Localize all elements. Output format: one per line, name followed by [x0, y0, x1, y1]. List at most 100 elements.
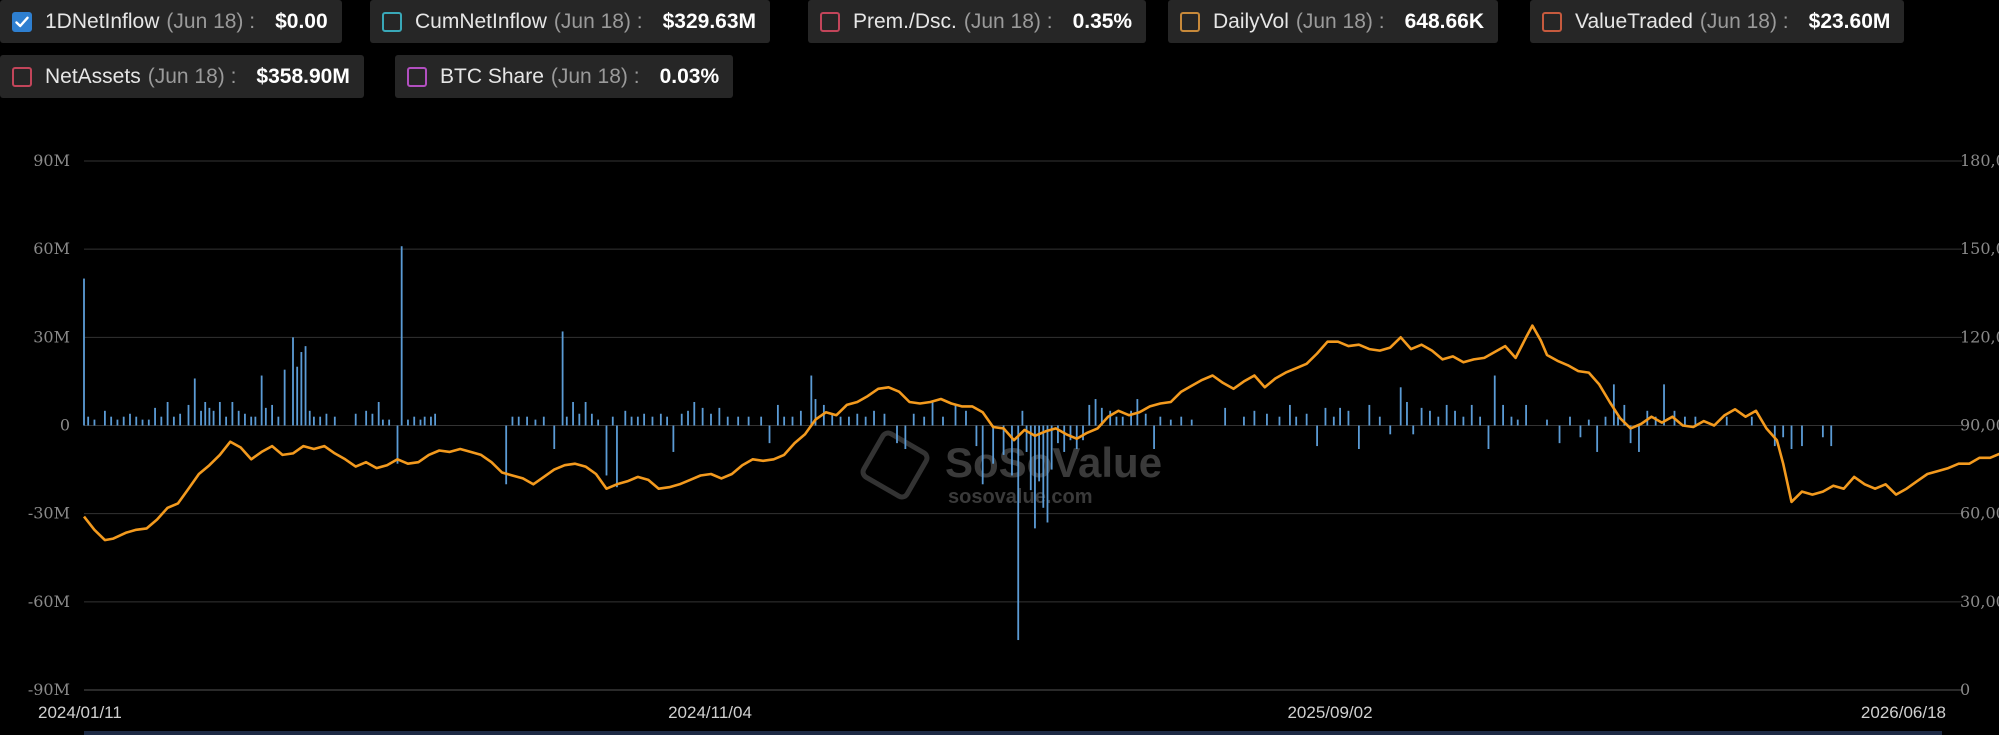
left-axis-tick: 90M: [33, 151, 70, 170]
indicator-checkbox[interactable]: [1542, 11, 1562, 32]
inflow-bar: [381, 419, 384, 426]
inflow-bar: [154, 407, 156, 426]
inflow-bar: [883, 413, 886, 426]
indicator-btc-share[interactable]: BTC Share (Jun 18) : 0.03%: [395, 55, 734, 98]
inflow-bar: [1617, 416, 1619, 426]
watermark-logo-icon: [860, 430, 930, 500]
inflow-bar: [505, 425, 508, 485]
right-axis-tick: 120,000: [1960, 327, 1999, 346]
inflow-bar: [400, 246, 403, 426]
inflow-bar: [737, 416, 740, 426]
inflow-bar: [371, 413, 374, 426]
indicator-date: (Jun 18) :: [550, 64, 640, 88]
indicator-date: (Jun 18) :: [147, 64, 237, 88]
right-axis-tick: 0: [1960, 680, 1970, 699]
inflow-bar: [354, 413, 357, 426]
indicator-value: $358.90M: [256, 64, 350, 88]
inflow-bar: [578, 413, 581, 426]
inflow-bar: [710, 413, 712, 426]
indicator-checkbox[interactable]: [382, 11, 402, 32]
inflow-bar: [760, 416, 763, 426]
inflow-bar: [605, 425, 608, 476]
inflow-bar: [768, 425, 771, 444]
inflow-bar: [783, 416, 786, 426]
right-axis-tick: 30,000: [1960, 592, 1999, 611]
inflow-bar: [1144, 413, 1147, 426]
inflow-bar: [1612, 384, 1615, 426]
inflow-bar: [260, 375, 263, 426]
inflow-bar: [672, 425, 675, 452]
watermark-site: sosovalue.com: [948, 486, 1093, 508]
indicator-prem-dsc-[interactable]: Prem./Dsc. (Jun 18) : 0.35%: [808, 0, 1147, 43]
inflow-bar: [1830, 425, 1833, 447]
inflow-bar: [954, 404, 957, 426]
inflow-bar: [1278, 416, 1281, 426]
indicator-checkbox[interactable]: [820, 11, 840, 32]
inflow-bar: [1224, 407, 1227, 426]
inflow-bar: [975, 425, 978, 447]
inflow-bar: [1420, 407, 1423, 426]
inflow-bar: [1445, 404, 1448, 426]
inflow-bar: [1604, 416, 1607, 426]
inflow-bar: [160, 416, 163, 426]
indicator-label: Prem./Dsc.: [853, 9, 957, 33]
inflow-bar: [103, 410, 106, 426]
inflow-bar: [1429, 410, 1431, 426]
inflow-bar: [1159, 416, 1162, 426]
inflow-bar: [1493, 375, 1496, 426]
inflow-bar: [296, 366, 299, 426]
indicator-netassets[interactable]: NetAssets (Jun 18) : $358.90M: [0, 55, 364, 98]
inflow-bar: [942, 416, 944, 426]
inflow-bar: [810, 375, 813, 426]
right-axis-tick: 90,000: [1960, 416, 1999, 435]
inflow-bar: [1169, 419, 1172, 426]
inflow-bar: [923, 416, 926, 426]
indicator-checkbox[interactable]: [1180, 11, 1200, 32]
inflow-bar: [419, 419, 422, 426]
indicator-dailyvol[interactable]: DailyVol (Jun 18) : 648.66K: [1168, 0, 1498, 43]
inflow-bar: [333, 416, 336, 426]
indicator-value: 0.03%: [659, 64, 720, 88]
inflow-bar: [799, 410, 802, 426]
indicator-cumnetinflow[interactable]: CumNetInflow (Jun 18) : $329.63M: [370, 0, 771, 43]
indicator-checkbox[interactable]: [12, 11, 32, 32]
inflow-bar: [1502, 404, 1505, 426]
inflow-bar: [1295, 416, 1298, 426]
inflow-bar: [244, 413, 246, 426]
inflow-bar: [264, 407, 267, 426]
inflow-bar: [300, 352, 303, 426]
inflow-bar: [208, 407, 211, 426]
inflow-bar: [1378, 416, 1381, 426]
indicator-checkbox[interactable]: [12, 66, 32, 87]
inflow-bar: [365, 410, 368, 426]
inflow-bar: [1801, 425, 1803, 447]
indicator-1dnetinflow[interactable]: 1DNetInflow (Jun 18) : $0.00: [0, 0, 342, 43]
inflow-bar: [1470, 404, 1473, 426]
indicator-valuetraded[interactable]: ValueTraded (Jun 18) : $23.60M: [1530, 0, 1905, 43]
inflow-bar: [193, 378, 196, 426]
inflow-bar: [292, 337, 294, 426]
checkmark-icon: [15, 16, 29, 27]
indicator-label: NetAssets: [45, 64, 141, 88]
inflow-bar: [388, 419, 391, 426]
inflow-bar: [1011, 425, 1013, 476]
inflow-bar: [1357, 425, 1360, 450]
inflow-bar: [200, 410, 202, 426]
inflow-bar: [304, 346, 307, 426]
inflow-bar: [630, 416, 633, 426]
inflow-bar: [1243, 416, 1245, 426]
inflow-bar: [172, 416, 175, 426]
indicator-checkbox[interactable]: [407, 66, 427, 87]
inflow-bar: [1694, 416, 1697, 426]
inflow-bar: [1109, 410, 1112, 426]
inflow-bar: [1042, 425, 1045, 508]
inflow-bar: [1253, 410, 1256, 426]
inflow-bar: [430, 416, 432, 426]
inflow-bar: [116, 419, 119, 426]
right-axis-tick: 60,000: [1960, 504, 1999, 523]
inflow-bar: [1180, 416, 1183, 426]
inflow-bar: [701, 407, 704, 426]
inflow-bar: [1399, 387, 1402, 426]
inflow-bar: [1339, 407, 1341, 426]
inflow-bar: [1025, 425, 1028, 452]
